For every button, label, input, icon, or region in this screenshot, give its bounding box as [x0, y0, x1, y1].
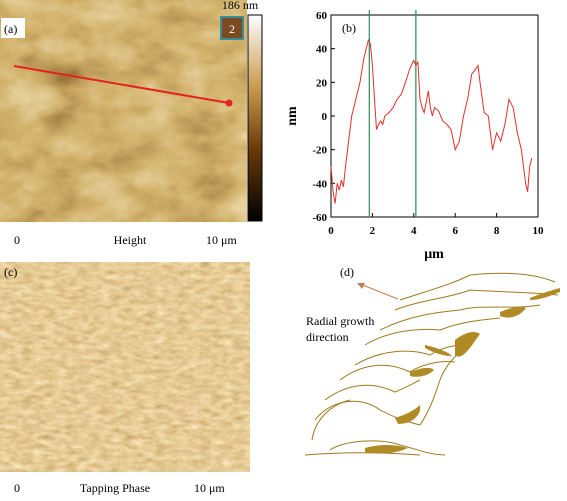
arrow-head — [357, 283, 365, 289]
panel-label: (b) — [342, 21, 356, 35]
x-tick-label: 10 — [533, 225, 545, 237]
y-tick-label: -60 — [312, 212, 327, 224]
axis-end: 10 μm — [194, 481, 225, 495]
profile-chart: -60 -40 -20 0 20 40 60 0 2 4 6 8 10 — [312, 10, 544, 237]
y-tick-label: 60 — [316, 10, 328, 22]
panel-label: (a) — [4, 22, 17, 36]
axis-start: 0 — [14, 481, 20, 495]
profile-line — [330, 39, 533, 204]
y-tick-label: -40 — [312, 178, 327, 190]
x-tick-label: 8 — [494, 225, 500, 237]
x-tick-label: 0 — [328, 225, 334, 237]
scale-box — [220, 16, 244, 40]
arrow — [359, 283, 399, 300]
axis-end: 10 μm — [206, 233, 237, 247]
x-tick-label: 2 — [370, 225, 376, 237]
annotation: Radial growth — [306, 314, 374, 328]
panel-label: (d) — [340, 265, 354, 279]
profile-end — [225, 99, 233, 107]
height-image — [0, 0, 247, 222]
lamellae-drawing — [304, 272, 559, 456]
axis-start: 0 — [14, 233, 20, 247]
y-tick-label: 0 — [322, 111, 328, 123]
colorbar-label: 186 nm — [222, 0, 259, 12]
x-axis-label: μm — [424, 247, 444, 262]
lamellae-blobs — [365, 288, 560, 454]
label-bg — [1, 18, 25, 38]
x-tick-label: 4 — [411, 225, 417, 237]
colorbar — [247, 14, 263, 222]
box-label: 2 — [229, 22, 235, 36]
y-axis-label: nm — [285, 106, 300, 126]
profile-line — [13, 65, 230, 104]
panel-label: (c) — [4, 265, 17, 279]
y-tick-label: -20 — [312, 145, 327, 157]
plot-frame — [330, 14, 539, 218]
annotation: direction — [306, 330, 349, 344]
image-caption: Tapping Phase — [80, 481, 150, 495]
phase-image — [0, 262, 250, 472]
y-tick-label: 20 — [316, 77, 328, 89]
x-tick-label: 6 — [452, 225, 458, 237]
y-tick-label: 40 — [316, 44, 328, 56]
image-caption: Height — [114, 233, 147, 247]
